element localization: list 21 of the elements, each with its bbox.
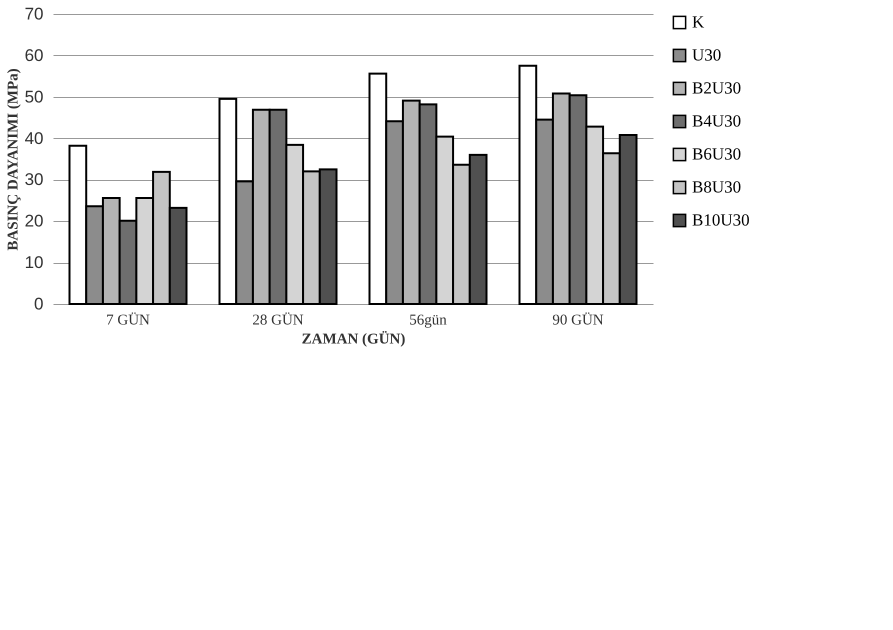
legend-label: K — [692, 12, 705, 32]
y-tick-label: 30 — [24, 170, 44, 190]
y-axis-title: BASINÇ DAYANIMI (MPa) — [6, 68, 22, 251]
legend-label: U30 — [692, 46, 722, 64]
x-tick-label: 28 GÜN — [252, 312, 304, 328]
legend-label: B10U30 — [692, 210, 750, 230]
legend-label: B6U30 — [692, 144, 742, 164]
legend-label: B2U30 — [692, 78, 742, 98]
x-tick-label: 7 GÜN — [106, 312, 150, 328]
x-tick-label: 56gün — [409, 312, 448, 328]
legend-label: B8U30 — [692, 178, 742, 196]
y-tick-label: 20 — [24, 212, 44, 231]
x-axis-title: ZAMAN (GÜN) — [302, 330, 406, 348]
y-tick-label: 60 — [24, 46, 44, 65]
y-tick-label: 70 — [24, 4, 44, 24]
y-tick-label: 50 — [24, 87, 44, 106]
y-tick-label: 40 — [24, 128, 44, 148]
y-tick-label: 10 — [24, 253, 44, 272]
x-tick-label: 90 GÜN — [552, 312, 604, 328]
legend-label: B4U30 — [692, 112, 742, 130]
y-tick-label: 0 — [34, 294, 44, 314]
